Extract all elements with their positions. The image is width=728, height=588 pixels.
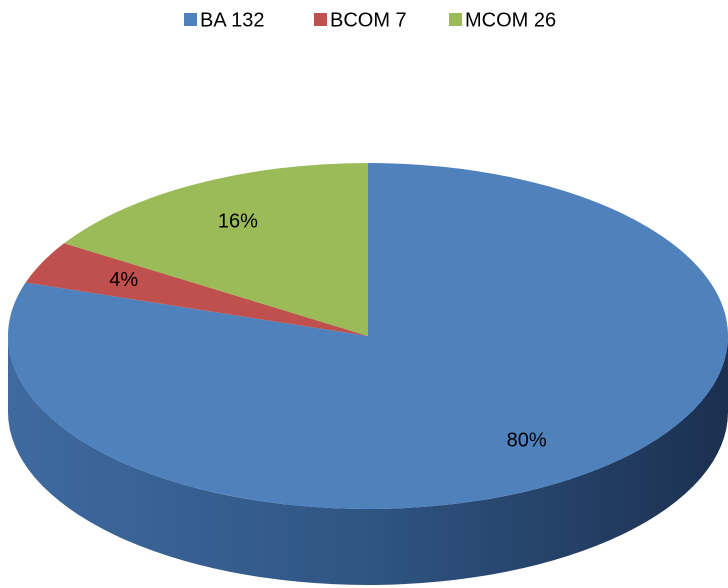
legend-swatch <box>314 13 327 26</box>
legend-label: BCOM 7 <box>330 9 407 31</box>
legend-swatch <box>184 13 197 26</box>
pie-slice <box>8 163 728 509</box>
legend-label: MCOM 26 <box>465 9 556 31</box>
data-label: 80% <box>507 429 547 451</box>
pie-side <box>8 336 728 585</box>
pie-slice <box>64 163 369 336</box>
legend-swatch <box>449 13 462 26</box>
legend-label: BA 132 <box>200 9 265 31</box>
data-label: 16% <box>218 211 258 233</box>
pie-slice <box>25 243 368 336</box>
data-label: 4% <box>109 269 138 291</box>
